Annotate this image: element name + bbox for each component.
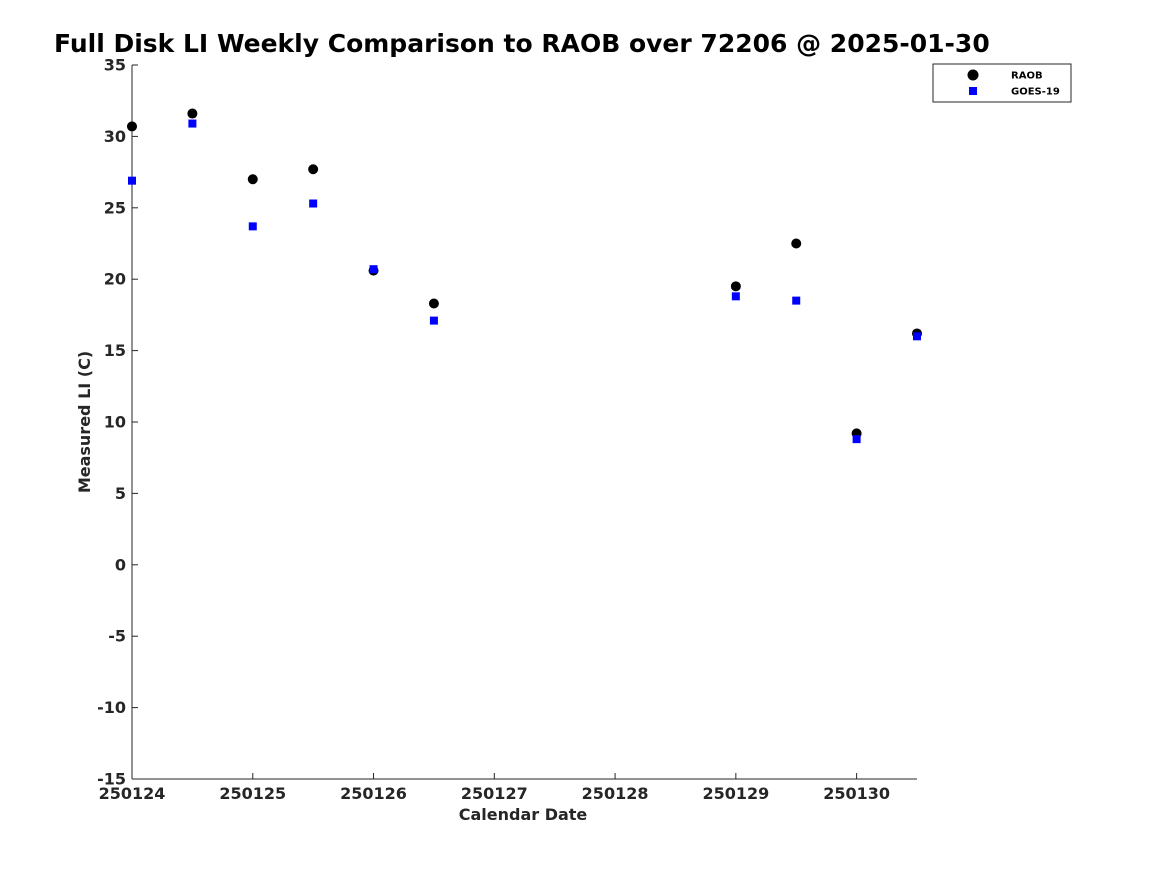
x-tick-label: 250127	[461, 784, 528, 803]
point-raob	[187, 108, 198, 119]
y-tick-label: -15	[97, 770, 126, 789]
legend-label-goes19: GOES-19	[1011, 87, 1060, 98]
legend-marker-raob	[967, 69, 979, 81]
legend: RAOB GOES-19	[932, 63, 1072, 103]
point-goes-19	[429, 316, 438, 325]
y-tick-label: -10	[97, 698, 126, 717]
point-raob	[308, 164, 319, 175]
y-tick-label: -5	[108, 627, 126, 646]
point-raob	[730, 281, 741, 292]
y-tick-label: 35	[104, 56, 126, 75]
legend-marker-goes19	[969, 87, 977, 95]
point-raob	[247, 174, 258, 185]
y-tick-label: 30	[104, 127, 126, 146]
y-tick-label: 20	[104, 270, 126, 289]
point-raob	[791, 238, 802, 249]
x-tick-label: 250130	[823, 784, 890, 803]
chart-title: Full Disk LI Weekly Comparison to RAOB o…	[54, 29, 990, 58]
legend-box	[932, 63, 1072, 103]
point-goes-19	[369, 265, 378, 274]
y-tick-label: 0	[115, 555, 126, 574]
point-goes-19	[309, 199, 318, 208]
point-raob	[428, 298, 439, 309]
x-ticks: 250124 250125 250126 250127 250128 250129 2501…	[99, 773, 890, 803]
point-raob	[127, 121, 137, 132]
y-tick-label: 10	[104, 413, 126, 432]
y-tick-label: 15	[104, 341, 126, 360]
point-goes-19	[731, 292, 740, 301]
point-goes-19	[128, 176, 136, 185]
point-goes-19	[792, 296, 801, 305]
data-points	[127, 108, 922, 444]
point-goes-19	[852, 435, 861, 444]
y-axis-label: Measured LI (C)	[75, 351, 94, 493]
x-axis-label: Calendar Date	[459, 805, 588, 824]
x-tick-label: 250125	[219, 784, 286, 803]
point-goes-19	[248, 222, 257, 231]
x-tick-label: 250129	[702, 784, 769, 803]
x-tick-label: 250128	[582, 784, 649, 803]
point-goes-19	[188, 119, 197, 128]
x-tick-label: 250126	[340, 784, 407, 803]
x-tick-label: 250124	[99, 784, 166, 803]
point-goes-19	[913, 332, 921, 341]
y-tick-label: 25	[104, 198, 126, 217]
y-ticks: -15 -10 -5 0 5 10 15 20 25 30 35	[97, 56, 138, 789]
legend-label-raob: RAOB	[1011, 71, 1043, 82]
y-tick-label: 5	[115, 484, 126, 503]
axes	[131, 65, 917, 780]
